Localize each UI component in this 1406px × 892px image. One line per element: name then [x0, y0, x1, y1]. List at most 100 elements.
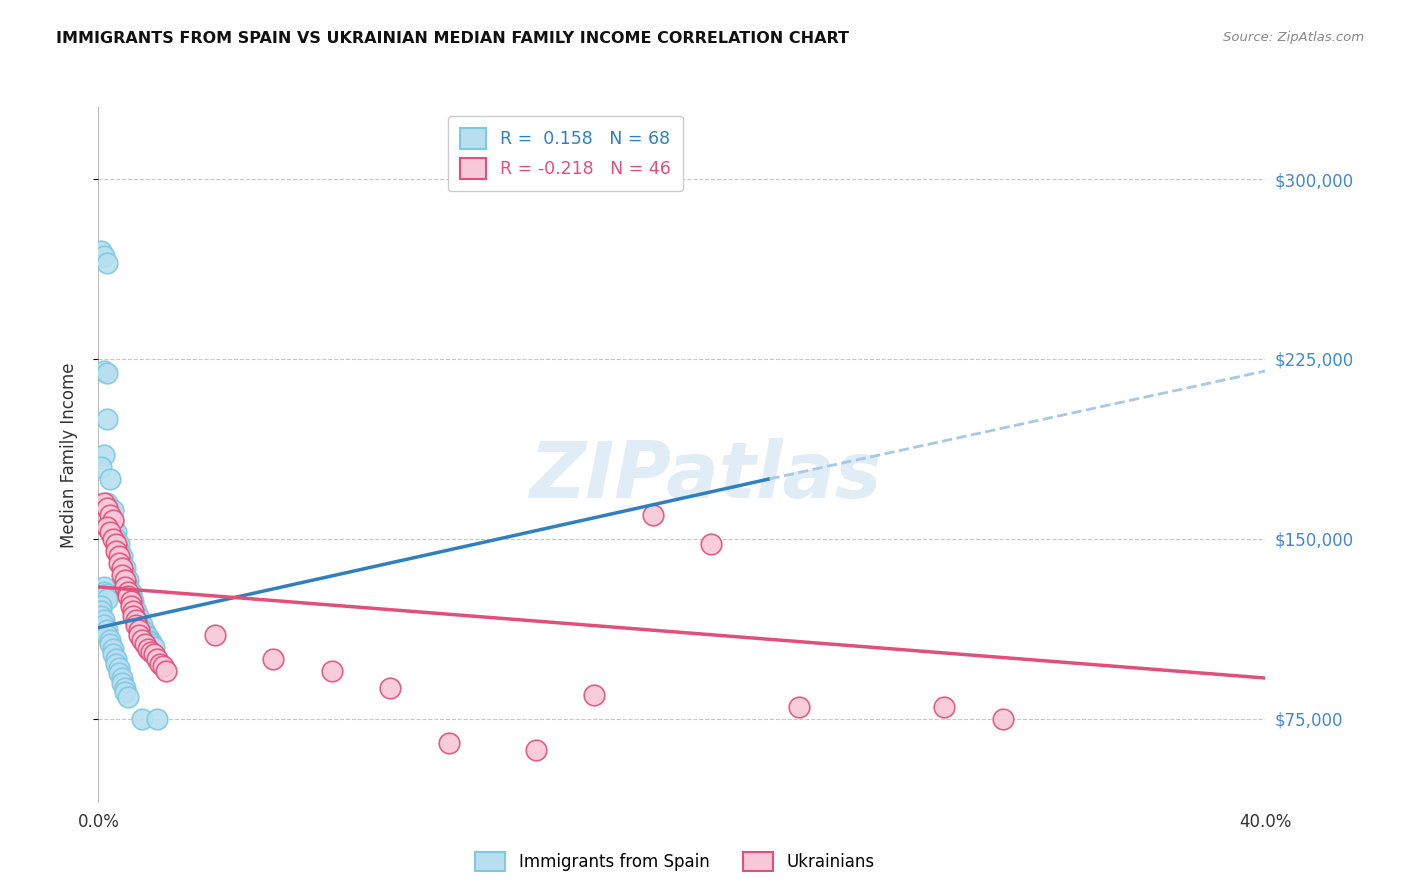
Point: [104, 544, 127, 558]
Point: [98, 637, 121, 651]
Point: [117, 690, 139, 705]
Point: [93, 614, 115, 628]
Point: [93, 584, 115, 599]
Point: [114, 580, 136, 594]
Point: [111, 560, 134, 574]
Point: [108, 556, 131, 570]
Point: [155, 664, 177, 678]
Text: Source: ZipAtlas.com: Source: ZipAtlas.com: [1223, 31, 1364, 45]
Point: [93, 496, 115, 510]
Point: [114, 681, 136, 695]
Point: [120, 599, 142, 613]
Point: [131, 623, 153, 637]
Point: [96, 591, 118, 606]
Point: [96, 520, 118, 534]
Point: [142, 640, 165, 654]
Point: [120, 594, 142, 608]
Point: [142, 647, 165, 661]
Point: [101, 532, 124, 546]
Point: [101, 515, 124, 529]
Point: [204, 628, 226, 642]
Point: [146, 712, 169, 726]
Point: [437, 736, 460, 750]
Point: [98, 632, 121, 647]
Point: [111, 556, 134, 570]
Point: [378, 681, 402, 695]
Point: [98, 503, 121, 517]
Point: [101, 503, 124, 517]
Point: [787, 699, 810, 714]
Point: [111, 671, 134, 685]
Point: [108, 661, 131, 675]
Y-axis label: Median Family Income: Median Family Income: [59, 362, 77, 548]
Point: [90, 599, 112, 613]
Point: [96, 367, 118, 381]
Point: [136, 632, 159, 647]
Text: IMMIGRANTS FROM SPAIN VS UKRAINIAN MEDIAN FAMILY INCOME CORRELATION CHART: IMMIGRANTS FROM SPAIN VS UKRAINIAN MEDIA…: [56, 31, 849, 46]
Point: [96, 628, 118, 642]
Point: [128, 615, 150, 630]
Point: [114, 567, 136, 582]
Point: [101, 647, 124, 661]
Text: ZIPatlas: ZIPatlas: [529, 438, 882, 514]
Point: [120, 590, 142, 604]
Point: [93, 364, 115, 378]
Point: [96, 500, 118, 515]
Point: [139, 645, 162, 659]
Point: [131, 632, 153, 647]
Point: [117, 580, 139, 594]
Point: [134, 637, 156, 651]
Point: [136, 642, 159, 657]
Point: [934, 699, 956, 714]
Point: [125, 614, 148, 628]
Point: [152, 659, 174, 673]
Point: [111, 549, 134, 563]
Point: [98, 472, 121, 486]
Point: [117, 573, 139, 587]
Point: [93, 618, 115, 632]
Point: [104, 524, 127, 539]
Legend: R =  0.158   N = 68, R = -0.218   N = 46: R = 0.158 N = 68, R = -0.218 N = 46: [447, 116, 683, 191]
Point: [101, 520, 124, 534]
Point: [98, 508, 121, 522]
Point: [101, 513, 124, 527]
Point: [524, 743, 547, 757]
Point: [93, 448, 115, 462]
Point: [139, 637, 162, 651]
Point: [108, 537, 131, 551]
Point: [90, 604, 112, 618]
Point: [146, 652, 169, 666]
Point: [90, 459, 112, 474]
Point: [122, 608, 145, 623]
Point: [117, 590, 139, 604]
Point: [321, 664, 343, 678]
Point: [104, 537, 127, 551]
Point: [583, 688, 606, 702]
Point: [108, 544, 131, 558]
Legend: Immigrants from Spain, Ukrainians: Immigrants from Spain, Ukrainians: [467, 843, 883, 880]
Point: [114, 560, 136, 574]
Point: [128, 611, 150, 625]
Point: [134, 628, 156, 642]
Point: [134, 625, 156, 640]
Point: [128, 623, 150, 637]
Point: [101, 642, 124, 657]
Point: [98, 513, 121, 527]
Point: [125, 618, 148, 632]
Point: [122, 599, 145, 613]
Point: [991, 712, 1014, 726]
Point: [125, 608, 148, 623]
Point: [125, 604, 148, 618]
Point: [122, 594, 145, 608]
Point: [111, 676, 134, 690]
Point: [90, 244, 112, 258]
Point: [117, 584, 139, 599]
Point: [136, 630, 159, 644]
Point: [128, 628, 150, 642]
Point: [93, 580, 115, 594]
Point: [111, 567, 134, 582]
Point: [641, 508, 664, 522]
Point: [96, 587, 118, 601]
Point: [96, 412, 118, 426]
Point: [104, 657, 127, 671]
